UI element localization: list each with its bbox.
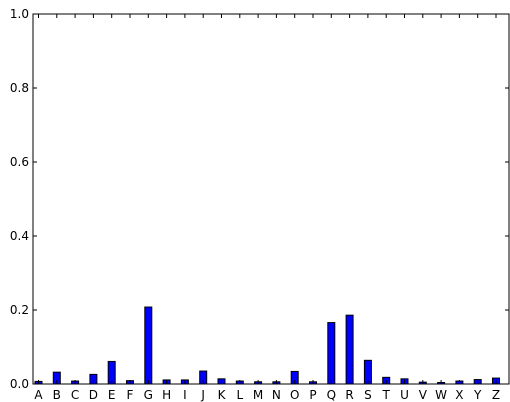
x-tick-label-W: W [435,388,447,402]
bar-G [144,306,153,385]
x-tick-label-K: K [218,388,227,402]
x-tick-label-G: G [144,388,153,402]
x-tick-label-L: L [236,388,243,402]
bar-Q [327,322,336,385]
x-tick-label-Z: Z [492,388,500,402]
bar-R [345,314,354,385]
x-tick-label-H: H [162,388,171,402]
x-tick-label-F: F [127,388,134,402]
x-tick-label-D: D [89,388,98,402]
y-ticks-group: 0.0 0.2 0.4 0.6 0.8 1.0 [10,7,509,391]
x-tick-label-X: X [455,388,463,402]
x-tick-label-B: B [53,388,61,402]
x-tick-label-V: V [419,388,428,402]
x-tick-label-Y: Y [473,388,482,402]
y-tick-label-0: 0.0 [10,377,29,391]
y-tick-label-4: 0.8 [10,81,29,95]
x-tick-label-E: E [108,388,116,402]
x-tick-label-M: M [253,388,263,402]
plot-frame [32,13,510,385]
x-tick-label-R: R [345,388,353,402]
x-tick-label-J: J [200,388,205,402]
y-tick-label-2: 0.4 [10,229,29,243]
x-tick-label-I: I [183,388,187,402]
x-tick-label-T: T [382,388,391,402]
x-tick-label-S: S [364,388,372,402]
y-tick-label-5: 1.0 [10,7,29,21]
x-tick-label-O: O [290,388,299,402]
x-tick-label-N: N [272,388,281,402]
x-tick-label-P: P [309,388,316,402]
x-tick-label-A: A [34,388,43,402]
x-tick-label-U: U [400,388,409,402]
x-tick-label-Q: Q [327,388,336,402]
plot-area [33,14,509,384]
y-tick-label-3: 0.6 [10,155,29,169]
x-tick-label-C: C [71,388,79,402]
y-tick-label-1: 0.2 [10,303,29,317]
